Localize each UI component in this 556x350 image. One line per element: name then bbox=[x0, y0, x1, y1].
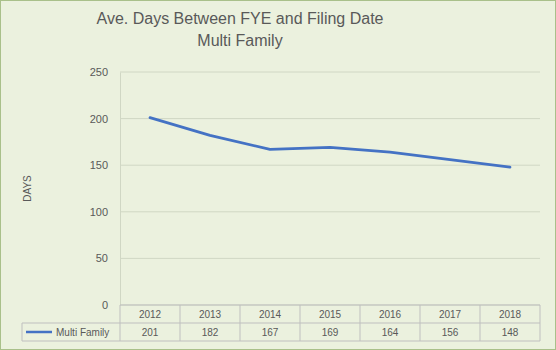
grid-line bbox=[120, 305, 540, 306]
x-tick-label: 2016 bbox=[379, 309, 402, 320]
table-rule bbox=[420, 305, 421, 341]
x-tick-label: 2018 bbox=[499, 309, 522, 320]
table-rule bbox=[120, 305, 540, 306]
data-table: 2012 2013 2014 2015 2016 2017 2018 Multi Family… bbox=[22, 305, 540, 341]
plot-area bbox=[150, 118, 510, 167]
y-tick-label: 200 bbox=[90, 113, 108, 125]
grid-line bbox=[120, 211, 540, 212]
table-value: 167 bbox=[262, 327, 279, 338]
table-value: 156 bbox=[442, 327, 459, 338]
y-tick-label: 50 bbox=[96, 252, 108, 264]
grid bbox=[120, 72, 540, 305]
y-tick: 100 bbox=[90, 206, 120, 218]
title: Ave. Days Between FYE and Filing Date bbox=[97, 10, 384, 27]
y-tick: 0 bbox=[102, 299, 120, 311]
y-axis-title: DAYS bbox=[22, 175, 33, 202]
grid-line bbox=[120, 118, 540, 119]
grid-line bbox=[120, 258, 540, 259]
table-value: 182 bbox=[202, 327, 219, 338]
y-tick: 250 bbox=[90, 66, 120, 78]
y-tick-label: 250 bbox=[90, 66, 108, 78]
legend-key bbox=[26, 331, 52, 334]
y-tick: 50 bbox=[96, 252, 120, 264]
x-tick-label: 2017 bbox=[439, 309, 462, 320]
table-rule bbox=[22, 341, 540, 342]
table-value: 164 bbox=[382, 327, 399, 338]
table-rule bbox=[360, 305, 361, 341]
table-rule bbox=[120, 305, 121, 341]
y-tick: 150 bbox=[90, 159, 120, 171]
table-rule bbox=[240, 305, 241, 341]
table-rule bbox=[22, 323, 540, 324]
table-rule bbox=[180, 305, 181, 341]
series-line bbox=[150, 118, 510, 167]
table-rule bbox=[540, 305, 541, 341]
table-value: 201 bbox=[142, 327, 159, 338]
y-tick-label: 150 bbox=[90, 159, 108, 171]
y-axis-line bbox=[120, 73, 121, 306]
y-tick: 200 bbox=[90, 113, 120, 125]
y-tick-label: 0 bbox=[102, 299, 108, 311]
background bbox=[1, 1, 556, 350]
table-value: 148 bbox=[502, 327, 519, 338]
x-tick-label: 2014 bbox=[259, 309, 282, 320]
grid-line bbox=[120, 72, 540, 73]
table-rule bbox=[480, 305, 481, 341]
legend-label: Multi Family bbox=[56, 327, 109, 338]
x-tick-label: 2015 bbox=[319, 309, 342, 320]
table-rule bbox=[22, 323, 23, 341]
subtitle: Multi Family bbox=[197, 32, 282, 49]
y-tick-label: 100 bbox=[90, 206, 108, 218]
chart: Ave. Days Between FYE and Filing Date Mul… bbox=[0, 0, 556, 350]
y-axis: 0 50 100 150 200 250 bbox=[90, 66, 121, 311]
x-tick-label: 2012 bbox=[139, 309, 162, 320]
table-rule bbox=[300, 305, 301, 341]
x-tick-label: 2013 bbox=[199, 309, 222, 320]
table-value: 169 bbox=[322, 327, 339, 338]
grid-line bbox=[120, 165, 540, 166]
